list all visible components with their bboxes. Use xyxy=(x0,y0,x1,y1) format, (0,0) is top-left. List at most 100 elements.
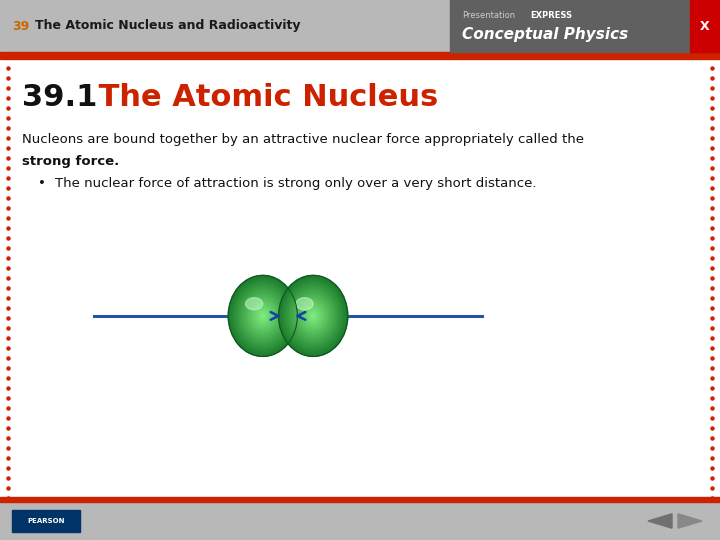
Ellipse shape xyxy=(293,293,333,339)
Ellipse shape xyxy=(233,280,293,352)
Ellipse shape xyxy=(235,284,290,348)
Ellipse shape xyxy=(299,299,328,333)
Ellipse shape xyxy=(250,301,276,331)
Ellipse shape xyxy=(253,305,272,327)
Ellipse shape xyxy=(244,294,282,338)
Ellipse shape xyxy=(256,308,270,324)
Text: Presentation: Presentation xyxy=(462,11,515,21)
Ellipse shape xyxy=(232,280,294,353)
Ellipse shape xyxy=(286,284,341,348)
Ellipse shape xyxy=(292,291,335,341)
Ellipse shape xyxy=(254,306,271,326)
Ellipse shape xyxy=(230,278,296,354)
Ellipse shape xyxy=(249,300,276,332)
Ellipse shape xyxy=(253,303,273,328)
Ellipse shape xyxy=(240,288,286,343)
Ellipse shape xyxy=(284,282,342,349)
Ellipse shape xyxy=(246,296,280,336)
Ellipse shape xyxy=(233,281,292,350)
Ellipse shape xyxy=(296,298,313,310)
Ellipse shape xyxy=(305,306,322,326)
Ellipse shape xyxy=(296,296,330,336)
Text: PEARSON: PEARSON xyxy=(27,518,65,524)
Text: 39: 39 xyxy=(12,19,30,32)
Ellipse shape xyxy=(260,313,266,319)
Ellipse shape xyxy=(280,278,346,354)
Ellipse shape xyxy=(258,311,267,321)
Ellipse shape xyxy=(308,310,318,322)
Ellipse shape xyxy=(304,305,323,327)
Ellipse shape xyxy=(241,291,284,341)
Ellipse shape xyxy=(310,312,317,320)
Ellipse shape xyxy=(243,293,283,339)
Bar xyxy=(0,502,720,540)
Ellipse shape xyxy=(228,275,297,356)
Ellipse shape xyxy=(279,275,348,356)
Ellipse shape xyxy=(305,307,321,325)
Ellipse shape xyxy=(262,315,264,317)
Ellipse shape xyxy=(290,288,336,343)
Ellipse shape xyxy=(229,276,297,355)
Ellipse shape xyxy=(236,285,289,347)
Ellipse shape xyxy=(246,296,279,335)
Ellipse shape xyxy=(302,303,325,329)
Bar xyxy=(0,497,720,502)
Ellipse shape xyxy=(255,307,271,325)
Ellipse shape xyxy=(242,292,284,340)
Ellipse shape xyxy=(295,295,331,337)
Ellipse shape xyxy=(251,302,275,330)
Ellipse shape xyxy=(303,303,323,328)
Bar xyxy=(0,52,720,59)
Polygon shape xyxy=(678,514,702,528)
Ellipse shape xyxy=(231,279,294,353)
Ellipse shape xyxy=(312,314,315,318)
Ellipse shape xyxy=(297,298,329,334)
Ellipse shape xyxy=(238,287,288,345)
Ellipse shape xyxy=(284,281,343,350)
Ellipse shape xyxy=(291,289,336,342)
Ellipse shape xyxy=(246,298,263,310)
Ellipse shape xyxy=(294,294,332,338)
Ellipse shape xyxy=(306,308,320,324)
Ellipse shape xyxy=(247,298,279,334)
Ellipse shape xyxy=(300,300,327,332)
Ellipse shape xyxy=(297,296,330,335)
Ellipse shape xyxy=(292,292,334,340)
Text: The Atomic Nucleus and Radioactivity: The Atomic Nucleus and Radioactivity xyxy=(35,19,300,32)
Ellipse shape xyxy=(234,282,292,349)
Text: X: X xyxy=(700,19,710,32)
Ellipse shape xyxy=(282,279,345,353)
Text: strong force.: strong force. xyxy=(22,154,120,167)
Ellipse shape xyxy=(287,285,340,347)
Text: 39.1: 39.1 xyxy=(22,83,97,111)
Text: The nuclear force of attraction is strong only over a very short distance.: The nuclear force of attraction is stron… xyxy=(55,177,536,190)
Text: EXPRESS: EXPRESS xyxy=(530,11,572,21)
Ellipse shape xyxy=(258,310,268,322)
Ellipse shape xyxy=(259,312,266,320)
Ellipse shape xyxy=(248,299,277,333)
Bar xyxy=(450,0,690,52)
Ellipse shape xyxy=(312,315,314,317)
Ellipse shape xyxy=(288,287,338,345)
Ellipse shape xyxy=(300,301,326,331)
Ellipse shape xyxy=(237,286,289,346)
Ellipse shape xyxy=(282,280,344,353)
Text: Nucleons are bound together by an attractive nuclear force appropriately called : Nucleons are bound together by an attrac… xyxy=(22,132,584,145)
Ellipse shape xyxy=(301,302,325,330)
Text: •: • xyxy=(38,177,46,190)
Ellipse shape xyxy=(240,289,285,342)
Ellipse shape xyxy=(279,276,347,355)
Ellipse shape xyxy=(257,309,269,323)
Ellipse shape xyxy=(310,313,316,319)
Bar xyxy=(12,510,80,532)
Ellipse shape xyxy=(287,286,339,346)
Polygon shape xyxy=(648,514,672,528)
Ellipse shape xyxy=(245,295,281,337)
Text: Conceptual Physics: Conceptual Physics xyxy=(462,26,629,42)
Bar xyxy=(0,0,720,52)
Ellipse shape xyxy=(283,280,343,352)
Ellipse shape xyxy=(251,303,274,329)
Ellipse shape xyxy=(238,287,287,345)
Ellipse shape xyxy=(309,311,318,321)
Text: The Atomic Nucleus: The Atomic Nucleus xyxy=(88,83,438,111)
